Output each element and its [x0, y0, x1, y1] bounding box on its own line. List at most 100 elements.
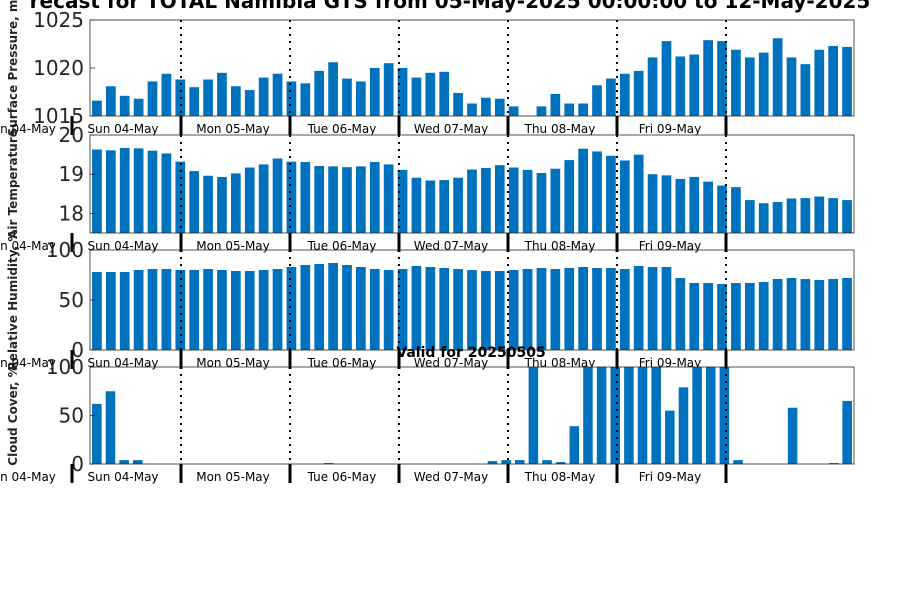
bar-2-47 — [731, 187, 741, 233]
bar-1-50 — [772, 38, 783, 116]
bar-3-3 — [119, 272, 130, 350]
bar-3-47 — [731, 283, 741, 350]
bar-2-26 — [439, 180, 450, 233]
bar-2-49 — [758, 203, 769, 233]
bar-1-47 — [731, 49, 741, 117]
y-tick-label-3-1: 0 — [71, 338, 84, 362]
day-label-2-1: n 04-May — [0, 239, 56, 253]
y-axis-label-3: Relative Humidity, % — [6, 230, 20, 371]
bar-3-1 — [92, 272, 102, 350]
bar-1-6 — [161, 73, 172, 116]
bar-2-3 — [119, 147, 130, 233]
bar-4-46 — [705, 367, 716, 464]
bar-2-21 — [369, 162, 380, 233]
bar-2-34 — [550, 168, 561, 233]
valid-for-label: Valid for 20250505 — [396, 345, 546, 361]
bar-3-55 — [842, 278, 852, 350]
day-label-4-4: Tue 06-May — [307, 470, 377, 484]
bar-1-43 — [675, 56, 686, 116]
bar-4-31 — [501, 460, 511, 464]
bar-1-4 — [133, 98, 144, 116]
bar-2-22 — [383, 164, 394, 233]
bar-2-8 — [189, 171, 200, 233]
bar-2-6 — [161, 153, 172, 233]
bar-2-25 — [425, 180, 436, 233]
bar-3-17 — [314, 264, 325, 350]
bar-4-44 — [678, 387, 689, 464]
bar-2-31 — [508, 167, 519, 233]
bar-1-54 — [828, 45, 839, 116]
bar-1-24 — [411, 77, 422, 116]
bar-1-51 — [786, 57, 797, 116]
day-label-3-5: Wed 07-May — [414, 356, 488, 370]
bar-3-18 — [328, 263, 338, 350]
bar-4-30 — [487, 461, 498, 464]
bar-3-20 — [356, 267, 366, 350]
bar-4-32 — [514, 460, 525, 464]
bar-2-9 — [203, 175, 213, 233]
bar-2-28 — [467, 169, 477, 233]
bar-4-33 — [528, 367, 539, 464]
bar-3-53 — [814, 280, 825, 350]
bar-1-25 — [425, 72, 436, 116]
bar-2-54 — [828, 198, 839, 233]
bar-2-32 — [522, 169, 533, 233]
bar-1-3 — [119, 95, 130, 116]
bar-4-47 — [719, 367, 730, 464]
bar-4-48 — [733, 460, 743, 464]
day-label-3-7: Fri 09-May — [639, 356, 702, 370]
bar-1-53 — [814, 49, 825, 117]
bar-2-42 — [661, 175, 672, 233]
bar-3-13 — [258, 270, 269, 350]
figure-title: recast for TOTAL Namibia GTS from 05-May… — [29, 0, 871, 13]
bar-4-1 — [92, 403, 102, 464]
bar-1-55 — [842, 46, 852, 116]
bar-2-10 — [217, 176, 227, 233]
bar-1-23 — [397, 68, 408, 116]
day-label-1-6: Thu 08-May — [524, 122, 596, 136]
bar-2-39 — [619, 160, 630, 233]
bar-1-36 — [578, 103, 588, 116]
bar-3-24 — [411, 266, 422, 350]
bar-1-38 — [606, 78, 616, 116]
y-tick-label-2-2: 19 — [59, 162, 84, 186]
bar-2-30 — [494, 165, 505, 233]
bar-2-20 — [356, 166, 366, 233]
bar-4-36 — [569, 426, 580, 464]
day-label-1-4: Tue 06-May — [307, 122, 377, 136]
bar-3-4 — [133, 270, 144, 350]
bar-4-43 — [665, 410, 675, 464]
day-label-3-6: Thu 08-May — [524, 356, 596, 370]
bar-3-41 — [647, 267, 658, 350]
y-tick-label-3-3: 100 — [46, 238, 84, 262]
bar-2-52 — [800, 198, 811, 233]
bar-1-11 — [230, 86, 241, 116]
y-tick-label-2-1: 18 — [59, 201, 84, 225]
y-axis-label-2: Air Temperature — [6, 129, 20, 239]
day-label-3-2: Sun 04-May — [87, 356, 158, 370]
day-label-3-4: Tue 06-May — [307, 356, 377, 370]
bar-1-22 — [383, 63, 394, 116]
bar-3-38 — [606, 268, 616, 350]
bar-1-31 — [508, 106, 519, 116]
day-label-1-3: Mon 05-May — [196, 122, 270, 136]
bar-3-23 — [397, 269, 408, 350]
bar-3-28 — [467, 270, 477, 350]
bar-3-49 — [758, 282, 769, 350]
bar-4-55 — [828, 463, 839, 464]
bar-2-40 — [633, 154, 644, 233]
bar-1-1 — [92, 100, 102, 116]
bar-1-5 — [147, 81, 158, 116]
bar-3-29 — [481, 271, 491, 350]
bar-1-34 — [550, 93, 561, 116]
bar-1-42 — [661, 41, 672, 117]
bar-1-37 — [592, 85, 602, 116]
bar-2-51 — [786, 198, 797, 233]
bar-3-39 — [619, 269, 630, 350]
bar-3-51 — [786, 278, 797, 350]
bar-1-30 — [494, 98, 505, 116]
day-label-4-6: Thu 08-May — [524, 470, 596, 484]
bar-3-27 — [453, 269, 463, 350]
day-label-3-3: Mon 05-May — [196, 356, 270, 370]
bar-4-52 — [787, 407, 798, 464]
